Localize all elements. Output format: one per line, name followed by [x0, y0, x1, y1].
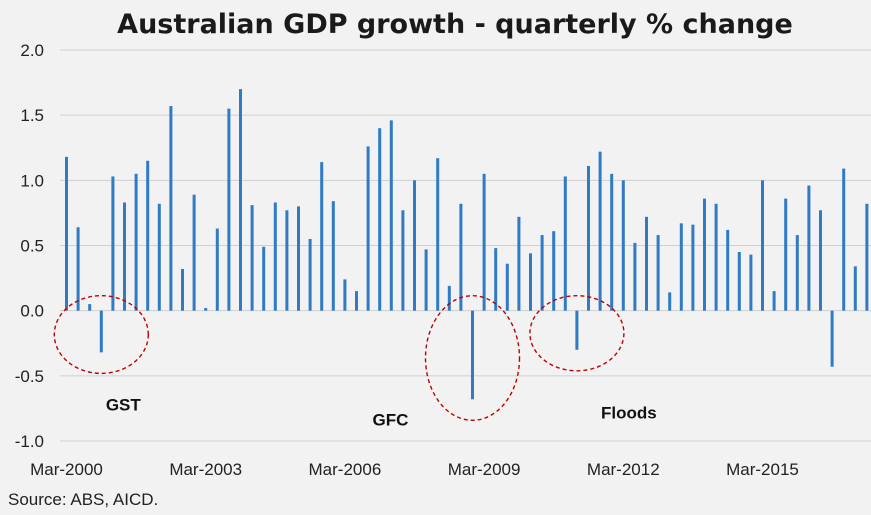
x-axis-ticks: Mar-2000 Mar-2003 Mar-2006 Mar-2009 Mar-2012…	[30, 460, 799, 479]
bar	[726, 229, 730, 311]
bar	[424, 249, 428, 311]
bar	[679, 223, 683, 311]
y-tick-label: 0.5	[20, 237, 44, 256]
bar	[621, 180, 625, 311]
bar	[772, 291, 776, 311]
bar	[517, 216, 521, 311]
bar	[552, 231, 556, 311]
bar	[610, 173, 614, 311]
bar	[262, 246, 266, 311]
y-tick-label: -1.0	[15, 432, 44, 451]
bar	[413, 180, 416, 311]
bar	[436, 158, 440, 311]
bar	[865, 203, 869, 311]
bar	[111, 176, 115, 311]
bar	[331, 201, 335, 311]
x-tick-label: Mar-2009	[448, 460, 521, 479]
bar	[795, 235, 799, 311]
bar	[239, 89, 242, 311]
x-tick-label: Mar-2000	[30, 460, 103, 479]
x-tick-label: Mar-2012	[587, 460, 660, 479]
bar	[749, 254, 753, 311]
bar	[134, 173, 138, 311]
y-tick-label: -0.5	[15, 367, 44, 386]
bar	[99, 310, 103, 353]
y-tick-label: 1.5	[20, 106, 44, 125]
y-tick-label: 1.0	[20, 171, 44, 190]
annotation-circle	[529, 294, 625, 372]
x-tick-label: Mar-2006	[309, 460, 382, 479]
bar	[459, 203, 463, 311]
bar	[169, 106, 173, 311]
bar	[598, 151, 602, 311]
annotation-label: GST	[106, 396, 142, 415]
bar	[355, 291, 358, 311]
y-axis-ticks: 2.0 1.5 1.0 0.5 0.0 -0.5 -1.0	[15, 41, 44, 451]
bar	[587, 165, 590, 311]
y-tick-label: 0.0	[20, 302, 44, 321]
bar	[691, 224, 695, 311]
chart-title: Australian GDP growth - quarterly % chan…	[117, 9, 793, 40]
bar	[645, 216, 648, 311]
bar	[308, 238, 312, 311]
bar	[76, 227, 80, 311]
bar	[784, 198, 788, 311]
annotation-circle	[424, 294, 521, 421]
bar	[737, 252, 741, 311]
bar	[192, 194, 196, 311]
bar	[320, 162, 324, 311]
bar	[123, 202, 126, 311]
bar	[389, 120, 393, 311]
bar	[401, 210, 405, 311]
annotations: GST GFC Floods	[53, 294, 657, 430]
bar	[157, 203, 161, 311]
bar	[668, 292, 672, 311]
bar	[656, 235, 660, 311]
bar	[471, 310, 474, 400]
bar	[505, 263, 509, 311]
bar	[65, 156, 68, 311]
bars	[65, 89, 869, 400]
bar	[714, 203, 718, 311]
bar	[273, 202, 277, 311]
bar	[494, 248, 498, 311]
bar	[215, 228, 219, 311]
bar	[146, 160, 150, 311]
bar	[482, 173, 486, 311]
bar	[285, 210, 289, 311]
bar	[447, 285, 451, 311]
bar	[830, 310, 834, 367]
bar	[761, 180, 764, 311]
annotation-circle	[53, 294, 150, 375]
bar	[819, 210, 822, 311]
annotation-label: Floods	[601, 404, 657, 423]
bar	[297, 206, 300, 311]
bar	[540, 235, 544, 311]
bar	[563, 176, 567, 311]
source-note: Source: ABS, AICD.	[8, 490, 158, 509]
bar	[88, 304, 92, 311]
bar	[633, 242, 637, 311]
bar	[842, 168, 846, 311]
y-tick-label: 2.0	[20, 41, 44, 60]
annotation-label: GFC	[373, 411, 409, 430]
bar	[366, 146, 370, 311]
x-tick-label: Mar-2003	[169, 460, 242, 479]
bar	[227, 108, 231, 311]
bar	[378, 128, 382, 311]
bar	[204, 308, 208, 311]
bar	[181, 268, 184, 311]
bar	[343, 279, 347, 311]
bar	[250, 205, 254, 311]
bar	[703, 198, 706, 311]
x-tick-label: Mar-2015	[726, 460, 799, 479]
gridlines	[60, 49, 871, 442]
bar	[575, 310, 579, 350]
bar	[529, 253, 532, 311]
bar	[853, 266, 857, 311]
bar	[807, 185, 811, 311]
